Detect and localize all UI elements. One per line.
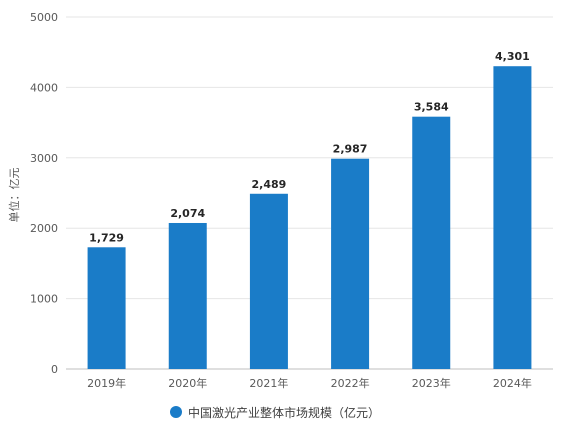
bar: [331, 158, 370, 369]
y-tick-label: 1000: [30, 293, 58, 306]
y-axis-label: 单位：亿元: [7, 168, 21, 223]
bar: [493, 66, 532, 370]
legend-marker: [170, 406, 182, 418]
legend: 中国激光产业整体市场规模（亿元）: [170, 402, 380, 422]
y-axis-ticks: 0 1000 2000 3000 4000 5000: [30, 11, 58, 376]
legend-label: 中国激光产业整体市场规模（亿元）: [188, 405, 381, 420]
x-axis-ticks: 2019年 2020年 2021年 2022年 2023年 2024年: [87, 376, 532, 390]
y-tick-label: 4000: [30, 81, 58, 94]
y-tick-label: 0: [51, 363, 58, 376]
data-label: 2,489: [252, 178, 287, 191]
bar: [412, 116, 451, 369]
grid-lines: [66, 16, 553, 370]
bar: [87, 247, 126, 369]
x-tick-label: 2021年: [249, 376, 288, 390]
y-tick-label: 5000: [30, 11, 58, 24]
x-tick-label: 2024年: [493, 376, 532, 390]
x-tick-label: 2019年: [87, 376, 126, 390]
bar: [249, 193, 288, 369]
data-label: 3,584: [414, 101, 449, 114]
y-tick-label: 2000: [30, 222, 58, 235]
data-label: 2,987: [333, 143, 368, 156]
data-label: 2,074: [170, 207, 205, 220]
x-tick-label: 2020年: [168, 376, 207, 390]
bars: [87, 66, 532, 370]
bar: [168, 222, 207, 369]
data-label: 1,729: [89, 231, 124, 244]
data-labels: 1,729 2,074 2,489 2,987 3,584 4,301: [89, 50, 530, 244]
y-tick-label: 3000: [30, 152, 58, 165]
x-tick-label: 2023年: [412, 376, 451, 390]
data-label: 4,301: [495, 50, 530, 63]
x-tick-label: 2022年: [331, 376, 370, 390]
